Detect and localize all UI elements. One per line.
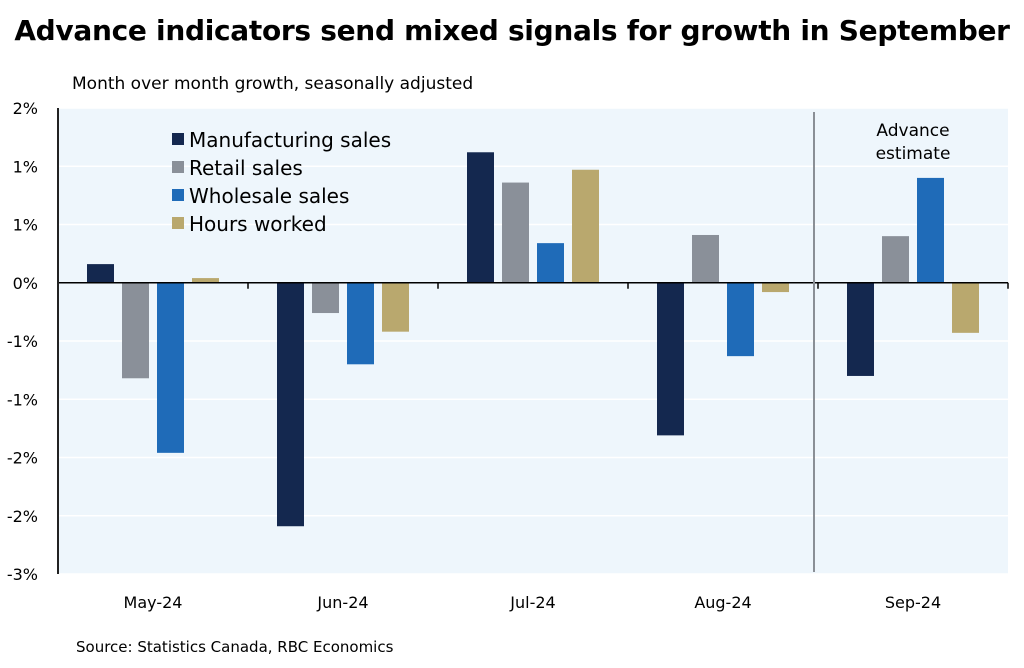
bar bbox=[882, 236, 909, 283]
legend-label: Retail sales bbox=[189, 156, 303, 180]
bar bbox=[467, 152, 494, 283]
bar bbox=[847, 282, 874, 376]
source-note: Source: Statistics Canada, RBC Economics bbox=[76, 638, 394, 656]
y-tick-label: -1% bbox=[7, 390, 38, 409]
y-tick-label: -2% bbox=[7, 449, 38, 468]
annotation-line: estimate bbox=[876, 144, 951, 164]
x-tick-label: Jul-24 bbox=[509, 593, 555, 612]
legend-label: Manufacturing sales bbox=[189, 128, 391, 152]
chart-subtitle: Month over month growth, seasonally adju… bbox=[72, 74, 474, 94]
bar bbox=[312, 282, 339, 314]
bar bbox=[277, 282, 304, 527]
annotation-line: Advance bbox=[876, 121, 949, 141]
bar bbox=[192, 278, 219, 283]
y-axis-ticks: 2% 1% 1% 0% -1% -1% -2% -2% -3% bbox=[7, 99, 38, 584]
bar bbox=[537, 243, 564, 283]
bar bbox=[952, 282, 979, 333]
y-tick-label: 2% bbox=[13, 99, 38, 118]
legend: Manufacturing sales Retail sales Wholesale… bbox=[172, 128, 391, 236]
bar bbox=[657, 282, 684, 436]
bars bbox=[87, 152, 979, 527]
bar bbox=[917, 177, 944, 283]
bar bbox=[572, 169, 599, 283]
y-tick-label: -2% bbox=[7, 507, 38, 526]
bar bbox=[762, 282, 789, 293]
y-tick-label: -1% bbox=[7, 332, 38, 351]
legend-swatch bbox=[172, 217, 184, 229]
x-tick-label: Aug-24 bbox=[694, 593, 751, 612]
legend-swatch bbox=[172, 161, 184, 173]
bar bbox=[87, 264, 114, 283]
bar bbox=[347, 282, 374, 365]
legend-swatch bbox=[172, 189, 184, 201]
bar bbox=[502, 182, 529, 283]
y-tick-label: -3% bbox=[7, 565, 38, 584]
x-tick-label: May-24 bbox=[124, 593, 183, 612]
y-tick-label: 0% bbox=[13, 274, 38, 293]
legend-label: Hours worked bbox=[189, 212, 327, 236]
y-tick-label: 1% bbox=[13, 157, 38, 176]
x-axis-ticks: May-24 Jun-24 Jul-24 Aug-24 Sep-24 bbox=[124, 282, 1009, 612]
legend-label: Wholesale sales bbox=[189, 184, 349, 208]
x-tick-label: Jun-24 bbox=[316, 593, 368, 612]
bar bbox=[382, 282, 409, 332]
bar bbox=[692, 234, 719, 283]
chart-title: Advance indicators send mixed signals fo… bbox=[14, 14, 1010, 47]
legend-swatch bbox=[172, 133, 184, 145]
y-tick-label: 1% bbox=[13, 216, 38, 235]
x-tick-label: Sep-24 bbox=[885, 593, 941, 612]
bar bbox=[727, 282, 754, 357]
bar bbox=[157, 282, 184, 453]
bar bbox=[122, 282, 149, 379]
advance-estimate-annotation: Advance estimate bbox=[876, 121, 951, 164]
